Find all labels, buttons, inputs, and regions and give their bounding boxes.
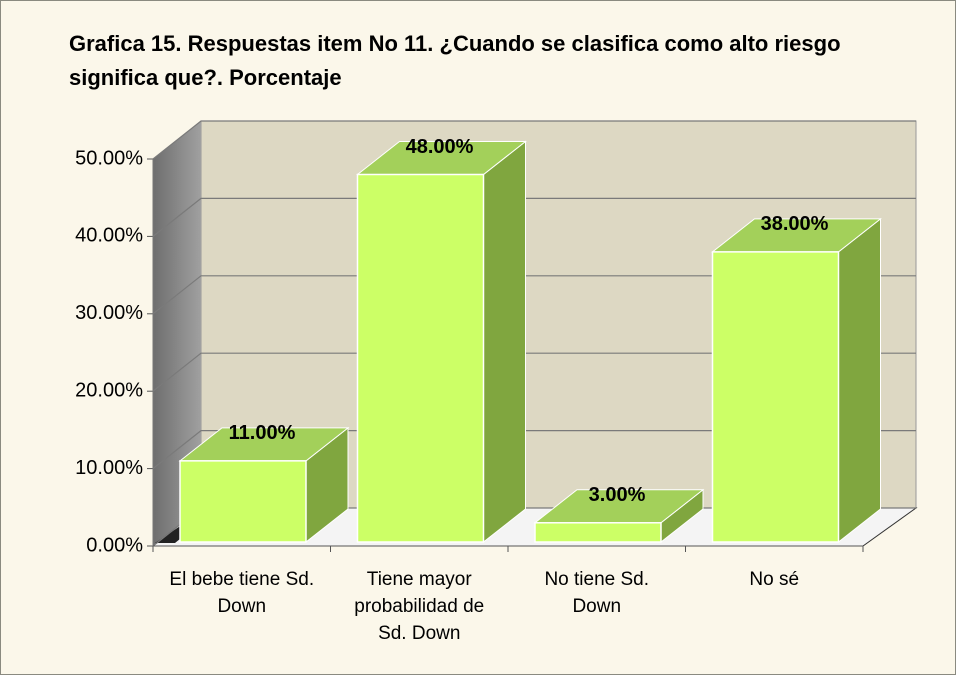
value-label: 38.00% [761,213,829,235]
grid-line [152,352,916,392]
y-tick-label: 40.00% [75,225,143,247]
y-tick-label: 10.00% [75,457,143,479]
bar-side [483,140,526,544]
chart-title: Grafica 15. Respuestas item No 11. ¿Cuan… [69,31,841,90]
x-tick-label: El bebe tiene Sd. Down [169,569,315,617]
y-tick-label: 20.00% [75,379,143,401]
grid-line [152,120,916,160]
bar [356,173,485,543]
value-label: 48.00% [406,136,474,158]
x-tick-label: Tiene mayor probabilidad de Sd. Down [354,569,485,644]
y-tick-label: 50.00% [75,147,143,169]
value-label: 11.00% [229,422,296,444]
x-tick-label: No tiene Sd. Down [544,569,650,617]
y-tick-label: 0.00% [86,534,143,556]
x-tick-label: No sé [749,569,800,590]
bar [534,522,662,543]
bar [179,460,307,543]
bar-side [838,217,881,544]
grid-line [152,430,916,470]
value-label: 3.00% [589,484,646,506]
bar [711,251,840,543]
y-tick-label: 30.00% [75,302,143,324]
grid-line [152,275,916,315]
grid-line [152,197,916,237]
